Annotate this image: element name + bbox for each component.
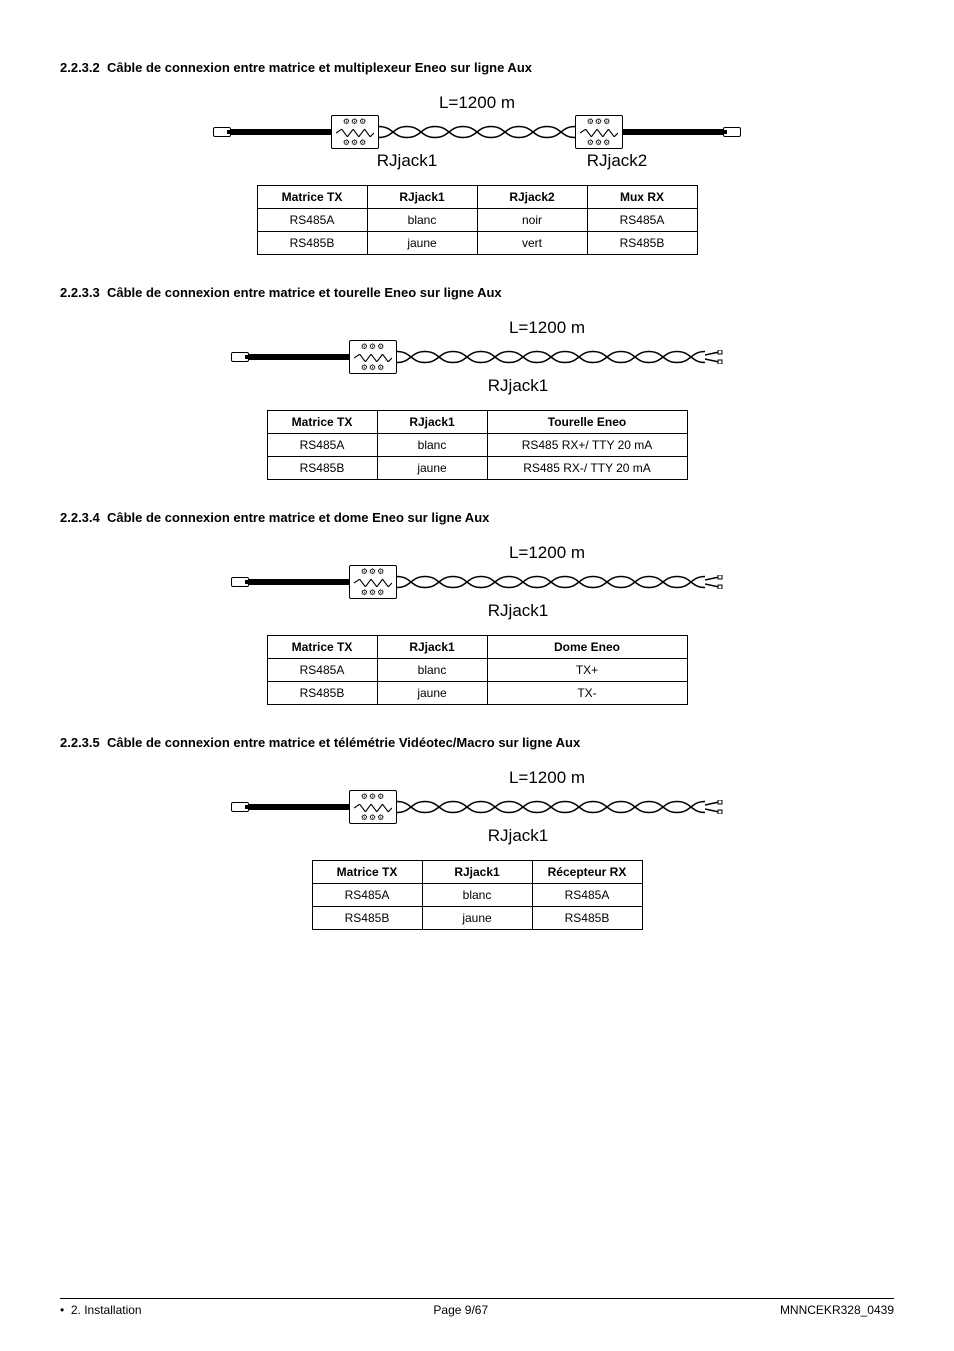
rjjack-box — [331, 115, 379, 149]
table-cell: RS485 RX-/ TTY 20 mA — [487, 457, 687, 480]
length-label: L=1200 m — [232, 768, 722, 788]
section-heading: 2.2.3.3 Câble de connexion entre matrice… — [60, 285, 894, 300]
table-cell: vert — [477, 232, 587, 255]
table-row: RS485AblancRS485A — [312, 884, 642, 907]
table-cell: RS485A — [267, 659, 377, 682]
table-cell: RS485B — [257, 232, 367, 255]
table-cell: RS485 RX+/ TTY 20 mA — [487, 434, 687, 457]
table-row: RS485BjauneRS485 RX-/ TTY 20 mA — [267, 457, 687, 480]
cable-segment — [231, 129, 331, 135]
table-row: RS485AblancnoirRS485A — [257, 209, 697, 232]
table-row: RS485BjauneRS485B — [312, 907, 642, 930]
connector-left — [213, 127, 231, 137]
table-cell: blanc — [367, 209, 477, 232]
rjjack-label: RJjack1 — [458, 826, 578, 846]
table-cell: blanc — [377, 434, 487, 457]
table-cell: RS485B — [267, 457, 377, 480]
cable-segment — [249, 354, 349, 360]
table-cell: jaune — [377, 457, 487, 480]
table-header: RJjack1 — [367, 186, 477, 209]
footer-right: MNNCEKR328_0439 — [780, 1303, 894, 1317]
connector-left — [231, 577, 249, 587]
table-header: RJjack1 — [422, 861, 532, 884]
table-row: RS485AblancRS485 RX+/ TTY 20 mA — [267, 434, 687, 457]
table-cell: blanc — [422, 884, 532, 907]
table-header: Matrice TX — [267, 411, 377, 434]
table-header: Matrice TX — [257, 186, 367, 209]
doc-section: 2.2.3.4 Câble de connexion entre matrice… — [60, 510, 894, 705]
table-cell: blanc — [377, 659, 487, 682]
table-cell: RS485A — [257, 209, 367, 232]
doc-section: 2.2.3.3 Câble de connexion entre matrice… — [60, 285, 894, 480]
table-cell: RS485A — [267, 434, 377, 457]
cable-diagram: L=1200 m RJjack1 — [60, 543, 894, 621]
connector-left — [231, 352, 249, 362]
footer-left: • 2. Installation — [60, 1303, 142, 1317]
twisted-pair — [379, 121, 575, 143]
rjjack-box — [349, 565, 397, 599]
twisted-pair — [397, 346, 705, 368]
table-row: RS485BjaunevertRS485B — [257, 232, 697, 255]
cable-diagram: L=1200 m RJjack1 — [60, 318, 894, 396]
rjjack-label: RJjack1 — [458, 376, 578, 396]
table-cell: RS485A — [587, 209, 697, 232]
table-cell: jaune — [422, 907, 532, 930]
cable-diagram: L=1200 m RJjack1 RJjack2 — [60, 93, 894, 171]
doc-section: 2.2.3.2 Câble de connexion entre matrice… — [60, 60, 894, 255]
table-header: Tourelle Eneo — [487, 411, 687, 434]
rjjack-box — [349, 340, 397, 374]
pinout-table: Matrice TXRJjack1Récepteur RXRS485Ablanc… — [312, 860, 643, 930]
table-cell: TX+ — [487, 659, 687, 682]
table-cell: TX- — [487, 682, 687, 705]
bare-wire-end — [705, 575, 723, 589]
cable-segment — [623, 129, 723, 135]
table-header: RJjack1 — [377, 411, 487, 434]
cable-segment — [249, 804, 349, 810]
bare-wire-end — [705, 800, 723, 814]
length-label: L=1200 m — [232, 318, 722, 338]
twisted-pair — [397, 796, 705, 818]
section-heading: 2.2.3.2 Câble de connexion entre matrice… — [60, 60, 894, 75]
cable-diagram: L=1200 m RJjack1 — [60, 768, 894, 846]
pinout-table: Matrice TXRJjack1Tourelle EneoRS485Ablan… — [267, 410, 688, 480]
section-heading: 2.2.3.4 Câble de connexion entre matrice… — [60, 510, 894, 525]
length-label: L=1200 m — [232, 93, 722, 113]
footer-center: Page 9/67 — [433, 1303, 488, 1317]
connector-right — [723, 127, 741, 137]
doc-section: 2.2.3.5 Câble de connexion entre matrice… — [60, 735, 894, 930]
table-header: Mux RX — [587, 186, 697, 209]
table-cell: RS485B — [587, 232, 697, 255]
table-header: Matrice TX — [267, 636, 377, 659]
bare-wire-end — [705, 350, 723, 364]
table-cell: jaune — [377, 682, 487, 705]
table-header: Dome Eneo — [487, 636, 687, 659]
page-footer: • 2. Installation Page 9/67 MNNCEKR328_0… — [60, 1298, 894, 1317]
cable-segment — [249, 579, 349, 585]
length-label: L=1200 m — [232, 543, 722, 563]
rjjack-label: RJjack2 — [557, 151, 677, 171]
table-row: RS485BjauneTX- — [267, 682, 687, 705]
section-heading: 2.2.3.5 Câble de connexion entre matrice… — [60, 735, 894, 750]
pinout-table: Matrice TXRJjack1Dome EneoRS485AblancTX+… — [267, 635, 688, 705]
table-header: Récepteur RX — [532, 861, 642, 884]
rjjack-box — [349, 790, 397, 824]
twisted-pair — [397, 571, 705, 593]
table-cell: RS485B — [267, 682, 377, 705]
table-header: Matrice TX — [312, 861, 422, 884]
table-row: RS485AblancTX+ — [267, 659, 687, 682]
pinout-table: Matrice TXRJjack1RJjack2Mux RXRS485Ablan… — [257, 185, 698, 255]
table-cell: RS485A — [312, 884, 422, 907]
table-cell: RS485B — [312, 907, 422, 930]
table-cell: jaune — [367, 232, 477, 255]
table-cell: noir — [477, 209, 587, 232]
table-cell: RS485B — [532, 907, 642, 930]
connector-left — [231, 802, 249, 812]
rjjack-box — [575, 115, 623, 149]
rjjack-label: RJjack1 — [458, 601, 578, 621]
table-header: RJjack1 — [377, 636, 487, 659]
table-cell: RS485A — [532, 884, 642, 907]
rjjack-label: RJjack1 — [347, 151, 467, 171]
table-header: RJjack2 — [477, 186, 587, 209]
